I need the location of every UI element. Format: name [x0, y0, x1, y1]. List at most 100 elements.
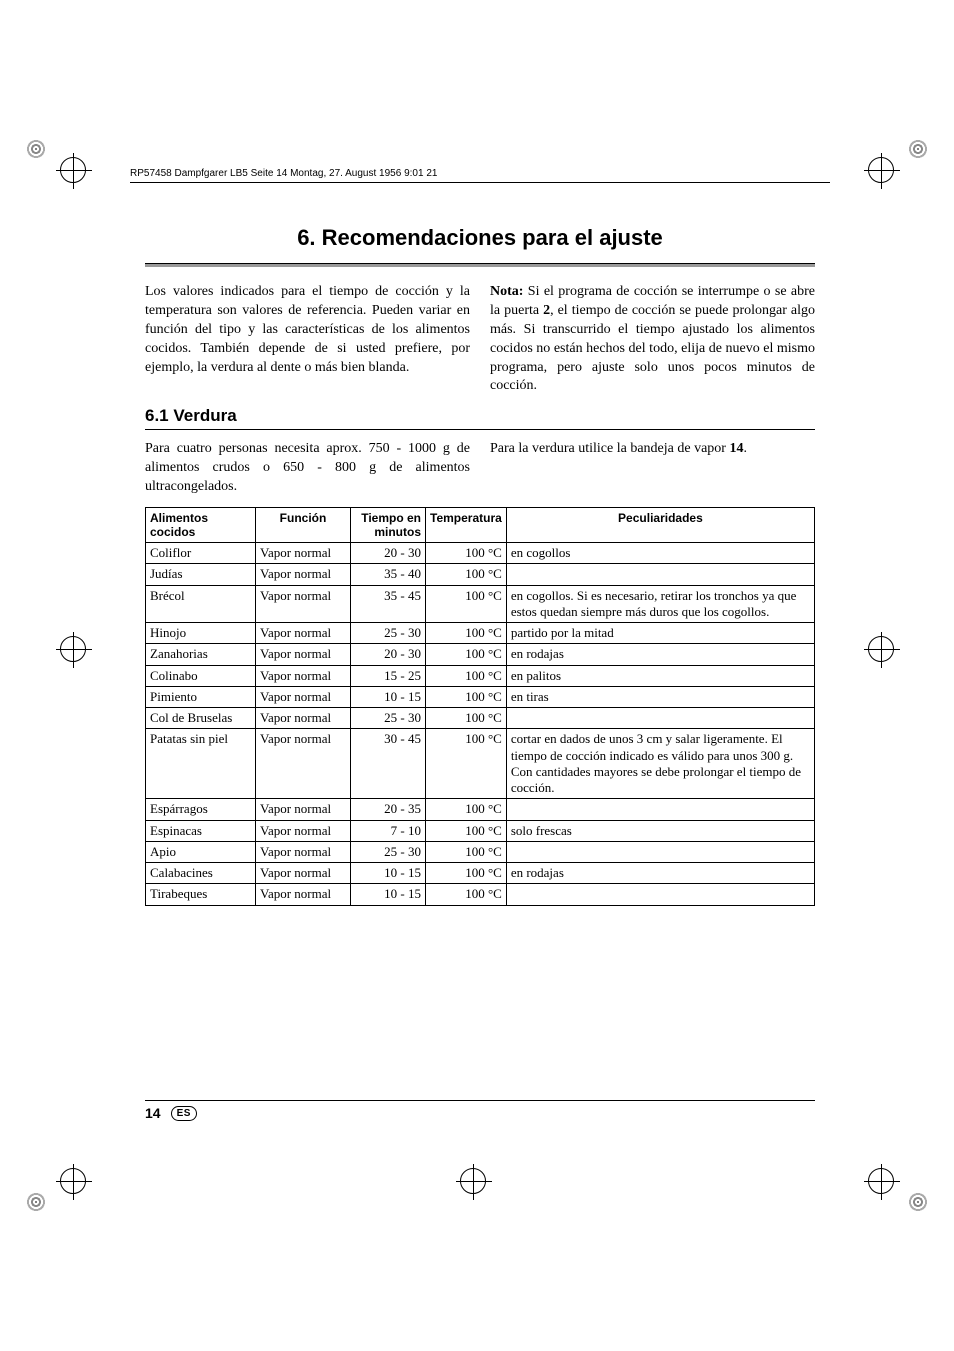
sub-left: Para cuatro personas necesita aprox. 750…	[145, 440, 470, 497]
crop-mark	[868, 1168, 894, 1194]
table-cell: Patatas sin piel	[146, 729, 256, 799]
table-cell: 100 °C	[426, 644, 507, 665]
subsection-rule	[145, 429, 815, 430]
table-cell: Pimiento	[146, 686, 256, 707]
table-cell: Apio	[146, 841, 256, 862]
table-row: BrécolVapor normal35 - 45100 °Cen cogoll…	[146, 585, 815, 623]
table-cell: en cogollos	[506, 543, 814, 564]
table-cell: Vapor normal	[256, 644, 351, 665]
crop-mark	[60, 157, 86, 183]
table-cell: Calabacines	[146, 863, 256, 884]
page-number: 14	[145, 1105, 161, 1121]
table-cell: Col de Bruselas	[146, 708, 256, 729]
table-cell: en palitos	[506, 665, 814, 686]
lang-badge: ES	[171, 1106, 197, 1121]
tray-ref: 14	[729, 441, 743, 456]
table-cell: Brécol	[146, 585, 256, 623]
table-cell: Espárragos	[146, 799, 256, 820]
table-cell: 100 °C	[426, 708, 507, 729]
table-cell: Vapor normal	[256, 820, 351, 841]
col-alimentos: Alimentos cocidos	[146, 508, 256, 543]
table-cell: 100 °C	[426, 543, 507, 564]
table-cell: Vapor normal	[256, 564, 351, 585]
table-cell: 30 - 45	[351, 729, 426, 799]
col-temp: Temperatura	[426, 508, 507, 543]
table-cell: 100 °C	[426, 729, 507, 799]
table-cell: 15 - 25	[351, 665, 426, 686]
table-cell: 100 °C	[426, 841, 507, 862]
table-cell: 100 °C	[426, 799, 507, 820]
table-cell: en cogollos. Si es necesario, retirar lo…	[506, 585, 814, 623]
table-cell: 35 - 40	[351, 564, 426, 585]
intro-left: Los valores indicados para el tiempo de …	[145, 283, 470, 396]
nota-label: Nota:	[490, 284, 523, 299]
table-cell	[506, 564, 814, 585]
table-cell	[506, 884, 814, 905]
table-cell	[506, 841, 814, 862]
table-cell: Vapor normal	[256, 884, 351, 905]
col-peculiar: Peculiaridades	[506, 508, 814, 543]
table-cell: partido por la mitad	[506, 623, 814, 644]
table-row: TirabequesVapor normal10 - 15100 °C	[146, 884, 815, 905]
table-cell: 20 - 30	[351, 543, 426, 564]
table-cell: Vapor normal	[256, 686, 351, 707]
sub-right-a: Para la verdura utilice la bandeja de va…	[490, 441, 729, 456]
table-row: EspinacasVapor normal7 - 10100 °Csolo fr…	[146, 820, 815, 841]
cooking-table: Alimentos cocidos Función Tiempo en minu…	[145, 507, 815, 906]
registration-mark	[904, 1188, 932, 1216]
table-cell: Coliflor	[146, 543, 256, 564]
table-cell: en tiras	[506, 686, 814, 707]
crop-mark	[60, 1168, 86, 1194]
registration-mark	[22, 1188, 50, 1216]
page-footer: 14 ES	[145, 1100, 815, 1121]
table-row: ColinaboVapor normal15 - 25100 °Cen pali…	[146, 665, 815, 686]
registration-mark	[904, 135, 932, 163]
table-row: Patatas sin pielVapor normal30 - 45100 °…	[146, 729, 815, 799]
crop-mark	[868, 636, 894, 662]
table-cell: en rodajas	[506, 644, 814, 665]
section-title: 6. Recomendaciones para el ajuste	[145, 225, 815, 251]
table-cell: 25 - 30	[351, 841, 426, 862]
table-cell: 100 °C	[426, 884, 507, 905]
crop-mark	[868, 157, 894, 183]
table-row: ColiflorVapor normal20 - 30100 °Cen cogo…	[146, 543, 815, 564]
table-row: ApioVapor normal25 - 30100 °C	[146, 841, 815, 862]
table-cell: 100 °C	[426, 623, 507, 644]
table-cell: 20 - 35	[351, 799, 426, 820]
table-cell: Vapor normal	[256, 841, 351, 862]
table-cell: 25 - 30	[351, 623, 426, 644]
table-cell	[506, 799, 814, 820]
table-cell: 20 - 30	[351, 644, 426, 665]
crop-mark	[60, 636, 86, 662]
table-row: PimientoVapor normal10 - 15100 °Cen tira…	[146, 686, 815, 707]
table-cell: 10 - 15	[351, 686, 426, 707]
table-cell: Vapor normal	[256, 799, 351, 820]
table-cell: 100 °C	[426, 665, 507, 686]
table-cell: Vapor normal	[256, 585, 351, 623]
table-cell: Tirabeques	[146, 884, 256, 905]
subsection-title: 6.1 Verdura	[145, 406, 815, 426]
table-cell: solo frescas	[506, 820, 814, 841]
table-cell: cortar en dados de unos 3 cm y salar lig…	[506, 729, 814, 799]
table-cell: Hinojo	[146, 623, 256, 644]
table-cell: Vapor normal	[256, 863, 351, 884]
table-cell: 10 - 15	[351, 863, 426, 884]
page-content: 6. Recomendaciones para el ajuste Los va…	[145, 225, 815, 906]
table-cell: 100 °C	[426, 820, 507, 841]
table-cell: Vapor normal	[256, 623, 351, 644]
table-row: ZanahoriasVapor normal20 - 30100 °Cen ro…	[146, 644, 815, 665]
header-rule	[130, 182, 830, 183]
table-cell: Zanahorias	[146, 644, 256, 665]
table-cell: Vapor normal	[256, 729, 351, 799]
sub-right-b: .	[743, 441, 747, 456]
col-funcion: Función	[256, 508, 351, 543]
table-cell: 25 - 30	[351, 708, 426, 729]
table-cell: Colinabo	[146, 665, 256, 686]
table-row: JudíasVapor normal35 - 40100 °C	[146, 564, 815, 585]
table-cell: en rodajas	[506, 863, 814, 884]
registration-mark	[22, 135, 50, 163]
title-rule	[145, 263, 815, 267]
table-cell: 100 °C	[426, 863, 507, 884]
table-cell: 10 - 15	[351, 884, 426, 905]
table-cell: 35 - 45	[351, 585, 426, 623]
